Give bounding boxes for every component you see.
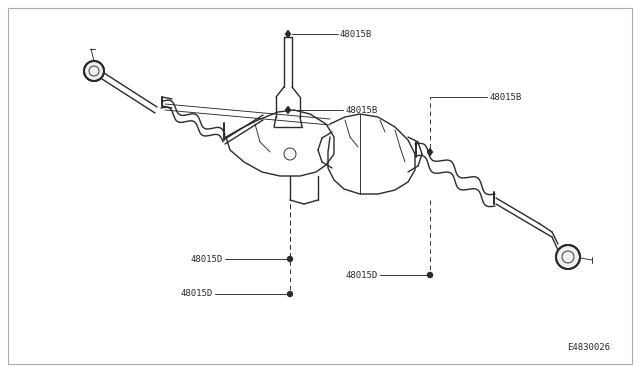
Polygon shape [285, 106, 291, 113]
Text: 48015D: 48015D [191, 254, 223, 263]
Text: 48015B: 48015B [345, 106, 377, 115]
Text: 48015D: 48015D [180, 289, 213, 298]
Polygon shape [285, 31, 291, 38]
Circle shape [428, 273, 433, 278]
Circle shape [84, 61, 104, 81]
Text: 48015B: 48015B [489, 93, 521, 102]
Circle shape [287, 292, 292, 296]
Circle shape [556, 245, 580, 269]
Polygon shape [428, 148, 433, 155]
Text: 48015B: 48015B [340, 29, 372, 38]
Text: E4830026: E4830026 [567, 343, 610, 352]
Text: 48015D: 48015D [346, 270, 378, 279]
Circle shape [287, 257, 292, 262]
